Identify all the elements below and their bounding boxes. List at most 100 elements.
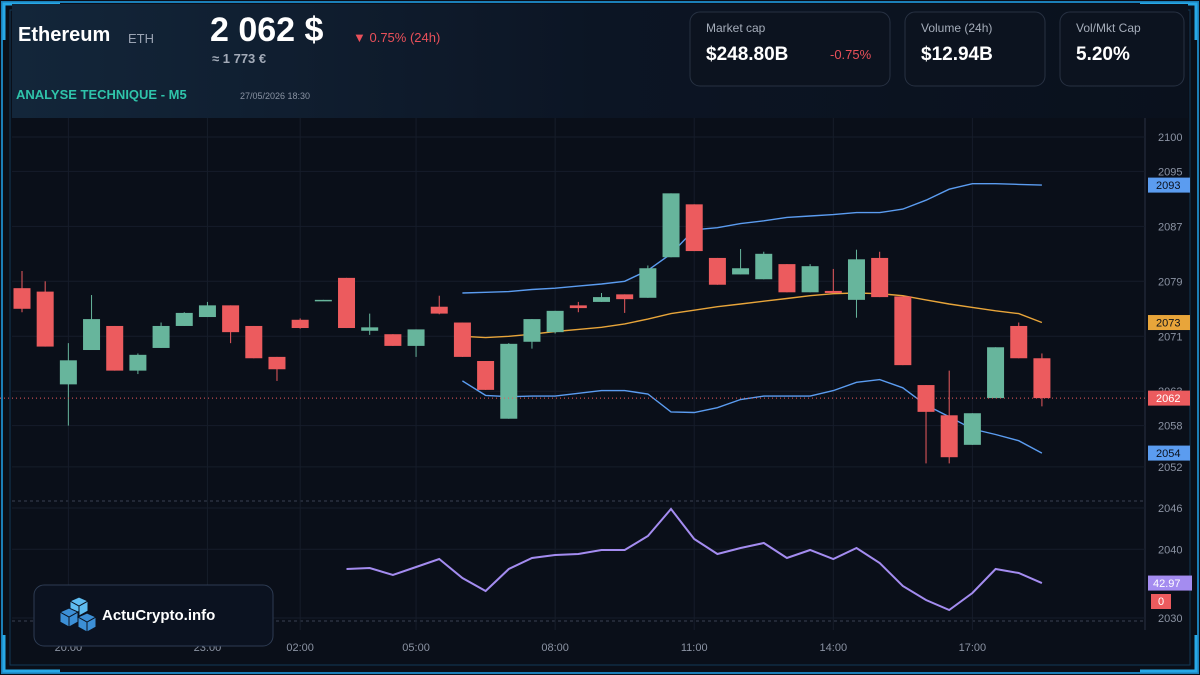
- candle-body: [430, 306, 448, 314]
- x-tick-label: 11:00: [681, 642, 708, 654]
- y-tick-label: 2052: [1158, 462, 1182, 474]
- card-change: -0.75%: [830, 47, 872, 62]
- candle-body: [453, 322, 471, 357]
- indicator-tag: [1148, 575, 1192, 591]
- candle-body: [871, 257, 889, 298]
- y-tick-label: 2100: [1158, 132, 1182, 144]
- logo-icon: [58, 596, 98, 633]
- candle-body: [361, 327, 379, 331]
- candle-body: [384, 334, 402, 346]
- price-tag-label: 2073: [1156, 318, 1180, 330]
- card-value: 5.20%: [1076, 44, 1130, 65]
- candle-body: [175, 312, 193, 326]
- candle-body: [500, 343, 518, 419]
- card: [904, 11, 1046, 87]
- price-tag-label: 2093: [1156, 180, 1180, 192]
- candle-body: [407, 329, 425, 346]
- candle-body: [847, 259, 865, 300]
- y-tick-label: 2071: [1158, 331, 1182, 343]
- price-tag: [1148, 177, 1190, 193]
- indicator-tag-label: 42.97: [1153, 578, 1181, 590]
- candle-body: [662, 193, 680, 258]
- timestamp: 27/05/2026 18:30: [240, 91, 310, 101]
- candle-body: [778, 264, 796, 293]
- candle-body: [291, 319, 309, 329]
- price-eur: ≈ 1 773 €: [212, 51, 266, 66]
- price-tag-label: 2054: [1156, 448, 1180, 460]
- coin-symbol: ETH: [128, 31, 154, 46]
- price-tag: [1148, 315, 1190, 331]
- baseline-tag-label: 0: [1158, 596, 1164, 608]
- candle-body: [198, 305, 216, 318]
- candle-body: [824, 290, 842, 293]
- y-tick-label: 2030: [1158, 613, 1182, 625]
- baseline-tag: [1151, 594, 1171, 609]
- candle-body: [894, 296, 912, 366]
- candle-body: [106, 325, 124, 371]
- y-tick-label: 2058: [1158, 421, 1182, 433]
- candle-body: [732, 268, 750, 275]
- price-tag: [1148, 445, 1190, 461]
- y-tick-label: 2087: [1158, 221, 1182, 233]
- candle-body: [963, 413, 981, 445]
- candle-body: [523, 319, 541, 342]
- candle-body: [1010, 325, 1028, 359]
- y-tick-label: 2079: [1158, 276, 1182, 288]
- x-tick-label: 14:00: [820, 642, 848, 654]
- y-tick-label: 2046: [1158, 503, 1182, 515]
- candle-body: [917, 385, 935, 412]
- card: [689, 11, 891, 87]
- coin-name: Ethereum: [18, 24, 110, 46]
- candle-body: [755, 253, 773, 280]
- card-label: Vol/Mkt Cap: [1076, 21, 1141, 35]
- x-tick-label: 05:00: [402, 642, 430, 654]
- candle-body: [477, 361, 495, 390]
- price-tag-label: 2062: [1156, 393, 1180, 405]
- candle-body: [987, 347, 1005, 399]
- candle-body: [268, 356, 286, 370]
- candle-body: [83, 319, 101, 351]
- candle-body: [245, 325, 263, 359]
- candle-body: [685, 204, 703, 252]
- logo-box: [33, 584, 274, 647]
- price-tag: [1148, 390, 1190, 406]
- x-tick-label: 17:00: [959, 642, 987, 654]
- candle-body: [708, 257, 726, 285]
- candle-body: [129, 354, 147, 371]
- candle-body: [639, 268, 657, 298]
- card-value: $248.80B: [706, 44, 788, 65]
- card-label: Volume (24h): [921, 21, 992, 35]
- y-tick-label: 2095: [1158, 166, 1182, 178]
- card-value: $12.94B: [921, 44, 993, 65]
- price: 2 062 $: [210, 11, 324, 49]
- candle-body: [222, 305, 240, 333]
- x-tick-label: 08:00: [541, 642, 569, 654]
- candle-body: [1033, 358, 1051, 399]
- plot: 2100209520872079207120632058205220462040…: [0, 118, 1192, 654]
- candle-body: [59, 360, 77, 385]
- candle-body: [152, 325, 170, 348]
- candle-body: [13, 288, 31, 309]
- candle-body: [940, 415, 958, 458]
- card-label: Market cap: [706, 21, 766, 35]
- candle-body: [314, 299, 332, 302]
- y-tick-label: 2040: [1158, 544, 1182, 556]
- card: [1059, 11, 1185, 87]
- indicator-line: [346, 507, 1043, 612]
- candle-body: [569, 305, 587, 309]
- candle-body: [36, 291, 54, 347]
- x-tick-label: 02:00: [286, 642, 314, 654]
- price-change: ▼ 0.75% (24h): [353, 30, 440, 45]
- candle-body: [593, 297, 610, 302]
- candle-body: [338, 277, 356, 329]
- logo-text: ActuCrypto.info: [102, 607, 215, 624]
- section-title: ANALYSE TECHNIQUE - M5: [16, 87, 187, 102]
- candle-body: [546, 310, 564, 333]
- candle-body: [801, 266, 819, 293]
- candle-body: [616, 294, 634, 300]
- band-line: [462, 183, 1042, 294]
